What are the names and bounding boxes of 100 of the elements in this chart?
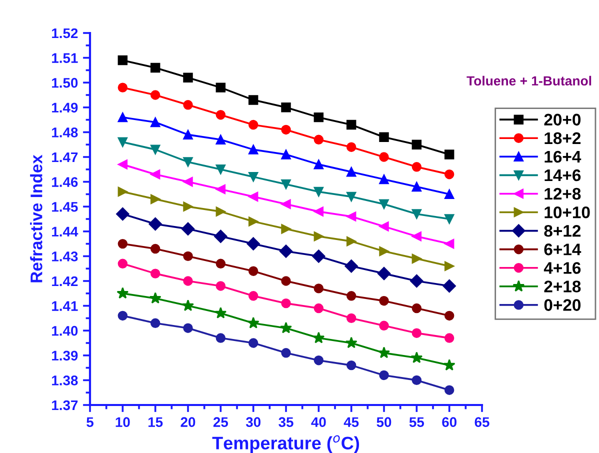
- x-tick-label: 25: [213, 417, 228, 428]
- x-tick-label: 45: [344, 417, 359, 428]
- point: [216, 164, 226, 174]
- point: [183, 323, 193, 333]
- x-axis-title: Temperature ($^{o}$C): [212, 435, 360, 453]
- point: [379, 246, 389, 256]
- point: [314, 356, 324, 366]
- point: [444, 150, 454, 160]
- point: [183, 251, 193, 262]
- point: [216, 110, 226, 120]
- point: [216, 258, 226, 268]
- point: [314, 112, 324, 122]
- point: [312, 332, 325, 344]
- point: [281, 124, 291, 135]
- point: [410, 352, 423, 364]
- point: [150, 62, 160, 73]
- point: [214, 306, 227, 318]
- point: [116, 287, 129, 299]
- point: [379, 132, 389, 142]
- point: [248, 144, 258, 154]
- point: [444, 214, 454, 224]
- point: [183, 72, 193, 82]
- y-tick-label: 1.38: [52, 376, 78, 386]
- point: [118, 186, 128, 197]
- point: [248, 172, 258, 182]
- point: [379, 152, 389, 162]
- point: [150, 90, 160, 100]
- point: [346, 167, 356, 177]
- point: [444, 310, 454, 321]
- point: [281, 150, 291, 160]
- point: [281, 348, 291, 358]
- point: [314, 303, 324, 314]
- point: [150, 268, 160, 278]
- x-tick-label: 40: [311, 417, 326, 428]
- point: [183, 176, 193, 187]
- point: [150, 244, 160, 254]
- point: [412, 140, 422, 150]
- point: [281, 102, 291, 112]
- y-tick-label: 1.46: [52, 177, 78, 187]
- point: [118, 258, 128, 268]
- point: [216, 134, 226, 144]
- point: [150, 170, 160, 180]
- point: [216, 333, 226, 343]
- point: [410, 274, 424, 288]
- point: [412, 328, 422, 338]
- point: [216, 281, 226, 291]
- point: [246, 237, 260, 250]
- x-tick-label: 30: [246, 417, 260, 428]
- point: [116, 207, 130, 221]
- y-tick-label: 1.51: [52, 53, 78, 63]
- point: [248, 338, 258, 348]
- point: [248, 291, 258, 301]
- point: [442, 279, 456, 293]
- point: [148, 217, 162, 231]
- x-tick-label: 55: [409, 417, 424, 428]
- point: [346, 313, 356, 324]
- legend-label: 0+20: [544, 299, 581, 311]
- y-tick-label: 1.40: [52, 326, 78, 336]
- point: [314, 134, 324, 144]
- point: [314, 206, 324, 216]
- point: [412, 182, 422, 192]
- legend-label: 16+4: [544, 150, 582, 163]
- point: [346, 236, 356, 246]
- point: [444, 385, 454, 395]
- x-tick-label: 10: [116, 417, 130, 428]
- point: [182, 300, 194, 311]
- point: [379, 296, 389, 306]
- point: [412, 232, 422, 242]
- point: [379, 222, 389, 232]
- legend-label: 12+8: [544, 188, 581, 200]
- point: [281, 224, 291, 234]
- legend-label: 4+16: [544, 262, 581, 274]
- point: [281, 298, 291, 308]
- point: [183, 157, 193, 167]
- point: [150, 194, 160, 204]
- x-tick-label: 35: [278, 417, 294, 428]
- legend-label: 20+0: [544, 114, 581, 126]
- y-tick-label: 1.42: [52, 276, 78, 286]
- point: [248, 216, 258, 226]
- x-tick-label: 5: [86, 417, 94, 428]
- point: [150, 318, 160, 328]
- point: [312, 250, 326, 263]
- point: [118, 238, 128, 249]
- point: [149, 292, 162, 304]
- point: [281, 179, 291, 190]
- point: [346, 212, 356, 222]
- point: [444, 170, 454, 180]
- point: [280, 322, 292, 334]
- y-tick-label: 1.50: [52, 78, 78, 88]
- legend-label: 18+2: [544, 132, 581, 144]
- point: [247, 316, 260, 328]
- point: [412, 375, 422, 386]
- point: [183, 100, 193, 110]
- point: [118, 310, 128, 321]
- point: [443, 359, 456, 371]
- point: [379, 320, 389, 330]
- y-tick-label: 1.39: [52, 350, 78, 361]
- point: [344, 260, 358, 273]
- legend-label: 2+18: [544, 280, 581, 292]
- y-tick-label: 1.37: [52, 400, 78, 410]
